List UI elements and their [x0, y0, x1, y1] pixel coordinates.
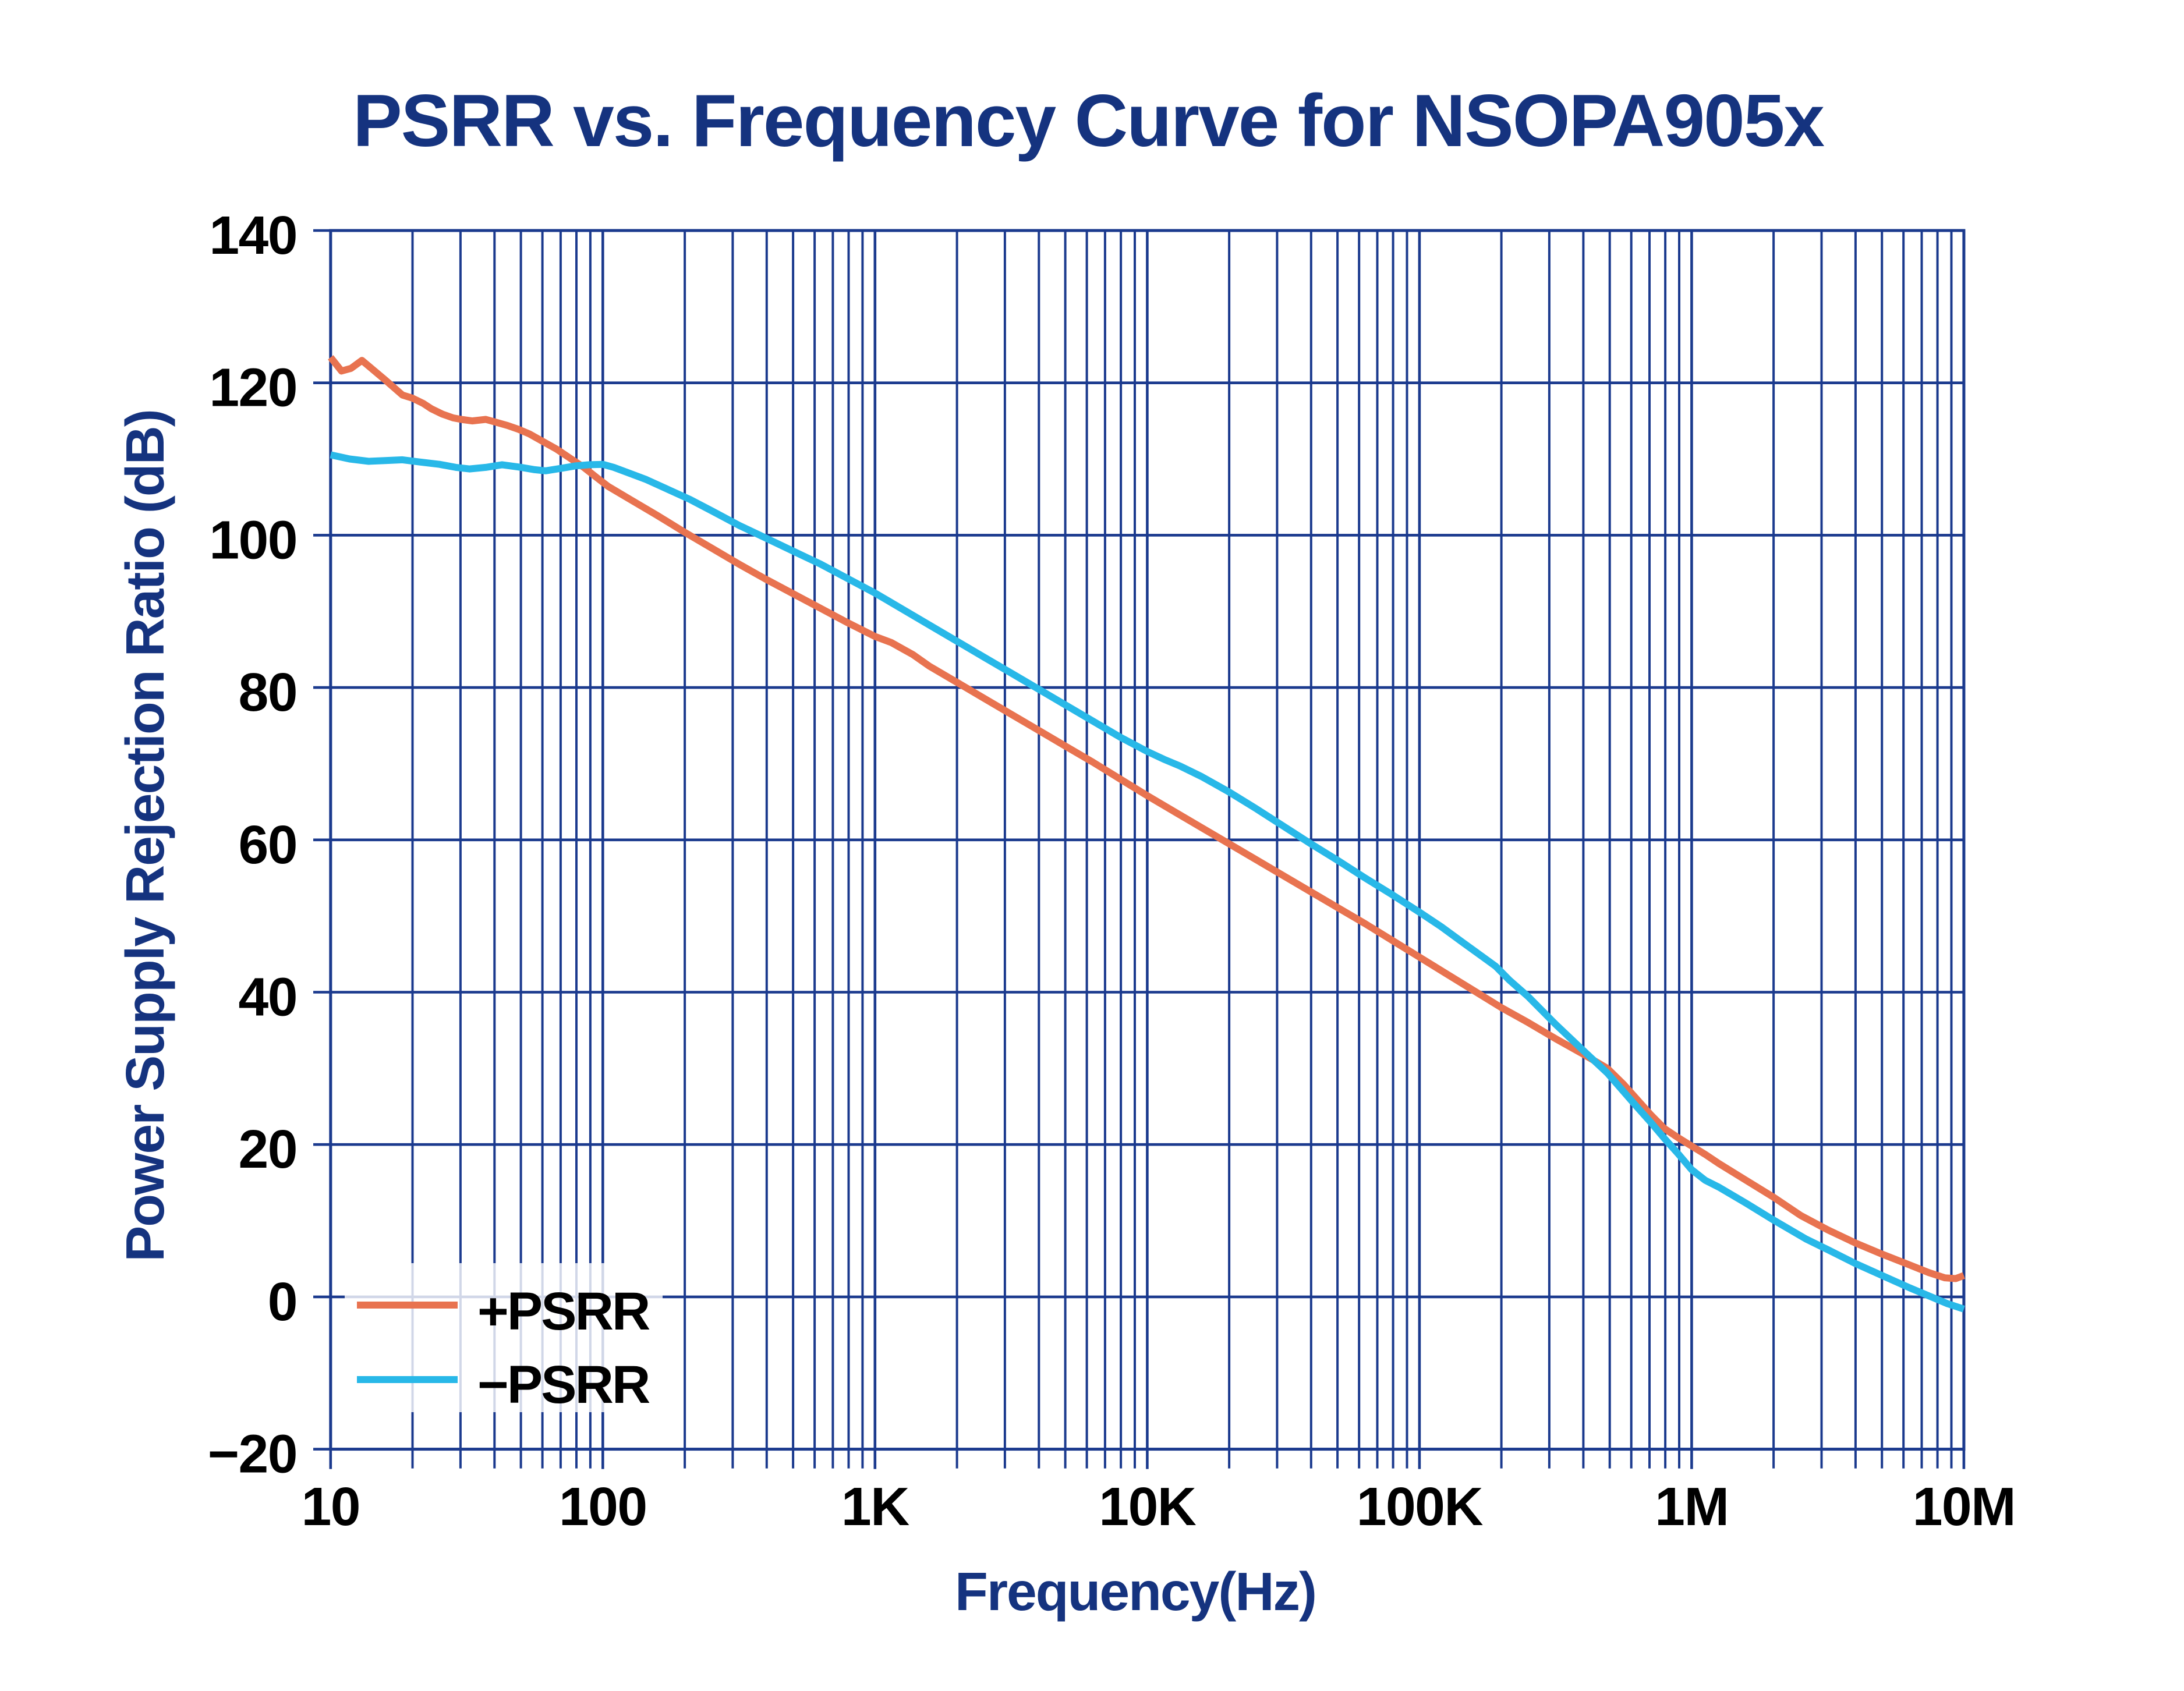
- svg-text:100: 100: [559, 1476, 647, 1537]
- svg-text:1M: 1M: [1655, 1476, 1728, 1537]
- svg-text:100K: 100K: [1357, 1476, 1484, 1537]
- svg-text:10M: 10M: [1913, 1476, 2015, 1537]
- svg-text:+PSRR: +PSRR: [477, 1282, 650, 1341]
- svg-text:0: 0: [268, 1271, 297, 1332]
- svg-text:10K: 10K: [1099, 1476, 1196, 1537]
- svg-text:100: 100: [209, 509, 297, 570]
- svg-text:−PSRR: −PSRR: [477, 1355, 650, 1415]
- svg-text:140: 140: [209, 205, 297, 265]
- svg-text:Frequency(Hz): Frequency(Hz): [955, 1561, 1316, 1622]
- svg-text:10: 10: [302, 1476, 360, 1537]
- svg-text:−20: −20: [208, 1424, 297, 1484]
- svg-text:60: 60: [239, 814, 297, 875]
- svg-text:80: 80: [239, 662, 297, 722]
- svg-text:120: 120: [209, 357, 297, 418]
- svg-text:PSRR vs. Frequency Curve for N: PSRR vs. Frequency Curve for NSOPA905x: [353, 79, 1824, 162]
- svg-text:Power Supply Rejection Ratio (: Power Supply Rejection Ratio (dB): [115, 410, 175, 1261]
- svg-text:20: 20: [239, 1119, 297, 1179]
- svg-text:40: 40: [239, 967, 297, 1027]
- svg-text:1K: 1K: [841, 1476, 909, 1537]
